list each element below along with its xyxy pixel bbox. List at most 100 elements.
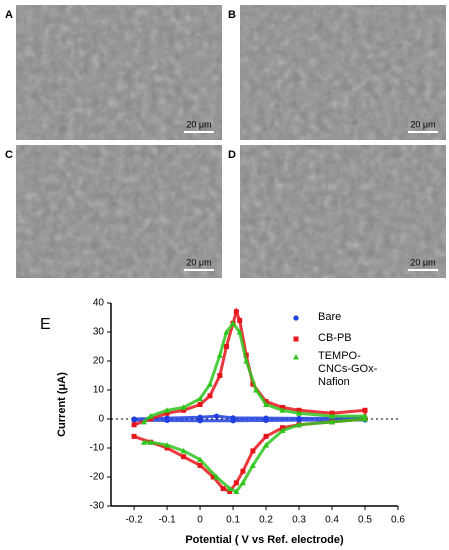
data-point [263, 401, 270, 407]
data-point [210, 474, 216, 480]
data-point [230, 320, 237, 326]
x-tick-label: 0.6 [391, 515, 405, 526]
data-point [362, 407, 368, 413]
scale-bar-label: 20 μm [410, 257, 435, 267]
data-point [296, 421, 303, 428]
data-point [227, 489, 233, 494]
sem-image [240, 145, 446, 278]
sem-image [240, 5, 446, 140]
data-point [293, 336, 299, 342]
data-point [140, 439, 147, 445]
data-point [164, 442, 171, 448]
data-point [197, 395, 204, 402]
y-axis-label: Current (μA) [56, 372, 68, 437]
panel-label: C [5, 149, 13, 161]
data-point [131, 433, 137, 439]
data-point [249, 462, 256, 468]
data-point [230, 418, 236, 424]
series-trace [133, 306, 367, 494]
data-point [164, 445, 170, 451]
panel-label: A [5, 9, 13, 21]
data-point [217, 373, 223, 378]
data-point [180, 404, 187, 410]
legend-label: Bare [318, 311, 342, 323]
legend-label: TEMPO-CNCs-GOx-Nafion [318, 350, 378, 388]
data-point [207, 393, 213, 399]
data-point [213, 413, 220, 419]
data-point [206, 381, 213, 387]
data-point [329, 413, 336, 419]
data-point [237, 317, 243, 323]
x-tick-label: -0.1 [158, 515, 176, 526]
data-point [263, 417, 269, 424]
panel-label: E [40, 316, 51, 333]
y-tick-label: 20 [93, 356, 105, 367]
scale-bar-label: 20 μm [186, 257, 211, 267]
scale-bar-label: 20 μm [410, 119, 435, 129]
data-point [164, 417, 170, 424]
data-point [131, 422, 137, 428]
x-tick-label: 0 [197, 515, 203, 526]
x-tick-label: -0.2 [125, 515, 143, 526]
data-point [233, 488, 240, 494]
data-point [140, 418, 147, 425]
data-point [236, 329, 243, 335]
data-point [220, 486, 226, 492]
data-point [293, 354, 299, 360]
x-axis-label: Potential ( V vs Ref. electrode) [185, 534, 344, 546]
y-tick-label: 40 [93, 298, 105, 309]
data-point [253, 387, 260, 393]
x-tick-label: 0.2 [259, 515, 273, 526]
data-point [226, 485, 233, 492]
data-point [263, 442, 270, 448]
y-tick-label: 30 [93, 327, 105, 338]
data-point [263, 433, 269, 439]
y-tick-label: -10 [90, 443, 105, 454]
data-point [362, 413, 369, 419]
data-point [362, 416, 369, 422]
data-point [180, 447, 187, 454]
data-point [216, 352, 223, 358]
y-tick-label: -30 [90, 501, 105, 512]
data-point [329, 418, 336, 425]
panel-label: D [228, 149, 236, 161]
data-point [131, 417, 137, 423]
panel-label: B [228, 9, 236, 21]
sem-image [16, 145, 222, 278]
data-point [279, 407, 286, 413]
data-point [181, 454, 187, 460]
y-tick-label: -20 [90, 472, 105, 483]
data-point [239, 479, 246, 486]
x-tick-label: 0.1 [226, 515, 240, 526]
data-point [296, 417, 302, 423]
data-point [250, 448, 256, 454]
scale-bar-label: 20 μm [186, 119, 211, 129]
data-point [223, 344, 229, 349]
data-point [240, 468, 246, 474]
data-point [147, 439, 154, 445]
data-point [147, 413, 154, 419]
data-point [243, 358, 250, 364]
data-point [164, 407, 171, 413]
data-point [148, 416, 154, 422]
data-point [223, 329, 230, 335]
data-point [197, 402, 203, 407]
y-tick-label: 10 [93, 385, 105, 396]
legend-label: CB-PB [318, 332, 352, 344]
x-tick-label: 0.3 [292, 515, 306, 526]
y-tick-label: 0 [98, 414, 104, 425]
data-point [197, 456, 204, 463]
data-point [233, 309, 239, 315]
data-point [233, 480, 239, 486]
data-point [181, 407, 187, 413]
data-point [279, 427, 286, 434]
data-point [197, 418, 203, 424]
data-point [213, 474, 220, 480]
data-point [296, 410, 303, 416]
data-point [293, 315, 299, 321]
x-tick-label: 0.4 [325, 515, 339, 526]
x-tick-label: 0.5 [358, 515, 372, 526]
data-point [197, 462, 203, 468]
